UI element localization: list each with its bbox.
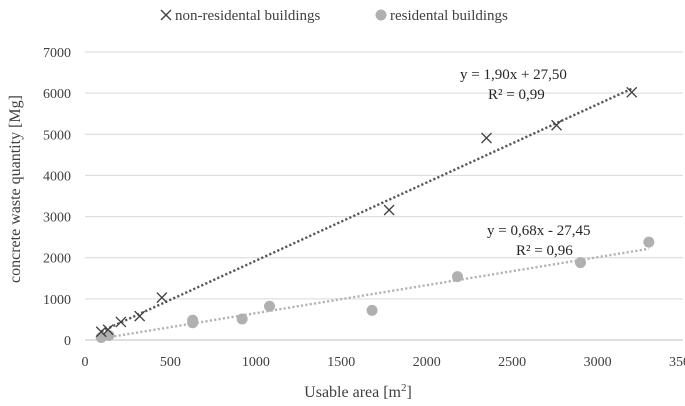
legend-label-non-residential: non-residental buildings: [175, 8, 321, 24]
r2-residential: R² = 0,96: [516, 243, 573, 259]
x-tick-label: 500: [160, 355, 181, 370]
legend: non-residental buildings residental buil…: [160, 8, 508, 24]
non-residential-point: [102, 324, 114, 336]
residential-point: [236, 313, 248, 325]
non-residential-point: [481, 132, 492, 144]
y-tick-label: 1000: [43, 293, 71, 308]
equation-non-residential: y = 1,90x + 27,50: [460, 67, 567, 83]
r2-non-residential: R² = 0,99: [488, 87, 545, 103]
legend-marker-residential: [375, 9, 387, 21]
residential-point: [574, 257, 586, 269]
x-axis-title-main: Usable area [m: [304, 384, 401, 401]
non-residential-point: [383, 204, 395, 216]
trendline-non-residential: [100, 87, 633, 333]
x-tick-label: 3000: [584, 355, 612, 370]
y-axis-title: concrete waste quantity [Mg]: [7, 95, 24, 283]
non-residential-point: [115, 316, 127, 328]
y-tick-label: 3000: [43, 211, 71, 226]
equation-residential: y = 0,68x - 27,45: [487, 223, 590, 239]
x-tick-label: 0: [82, 355, 89, 370]
x-tick-label: 2500: [498, 355, 526, 370]
non-residential-point: [134, 310, 146, 322]
x-axis-title: Usable area [m2]: [304, 382, 412, 401]
axes: 0 1000 2000 3000 4000 5000 6000 7000 0 500 1000 150…: [43, 46, 685, 370]
trendline-residential: [101, 247, 650, 340]
residential-point: [264, 300, 276, 312]
y-tick-label: 4000: [43, 169, 71, 184]
residential-point: [366, 304, 378, 316]
x-axis-title-superscript: 2: [401, 382, 407, 394]
x-tick-label: 1000: [242, 355, 270, 370]
legend-label-residential: residental buildings: [390, 8, 508, 24]
y-tick-label: 5000: [43, 128, 71, 143]
gridlines: [85, 51, 683, 300]
x-tick-label: 2000: [413, 355, 441, 370]
x-tick-label: 3500: [669, 355, 685, 370]
y-tick-label: 6000: [43, 87, 71, 102]
non-residential-point: [551, 119, 563, 131]
residential-point: [643, 236, 655, 248]
legend-marker-non-residential: [160, 9, 172, 21]
x-axis-title-close: ]: [407, 384, 412, 401]
residential-point: [187, 317, 199, 329]
non-residential-point: [95, 326, 107, 338]
data-points: [95, 86, 655, 344]
y-tick-label: 2000: [43, 252, 71, 267]
y-tick-label: 0: [64, 334, 71, 349]
residential-point: [451, 271, 463, 283]
trendlines: [100, 87, 650, 340]
non-residential-point: [156, 292, 168, 304]
y-tick-label: 7000: [43, 46, 71, 61]
x-tick-label: 1500: [327, 355, 355, 370]
non-residential-point: [626, 86, 638, 98]
